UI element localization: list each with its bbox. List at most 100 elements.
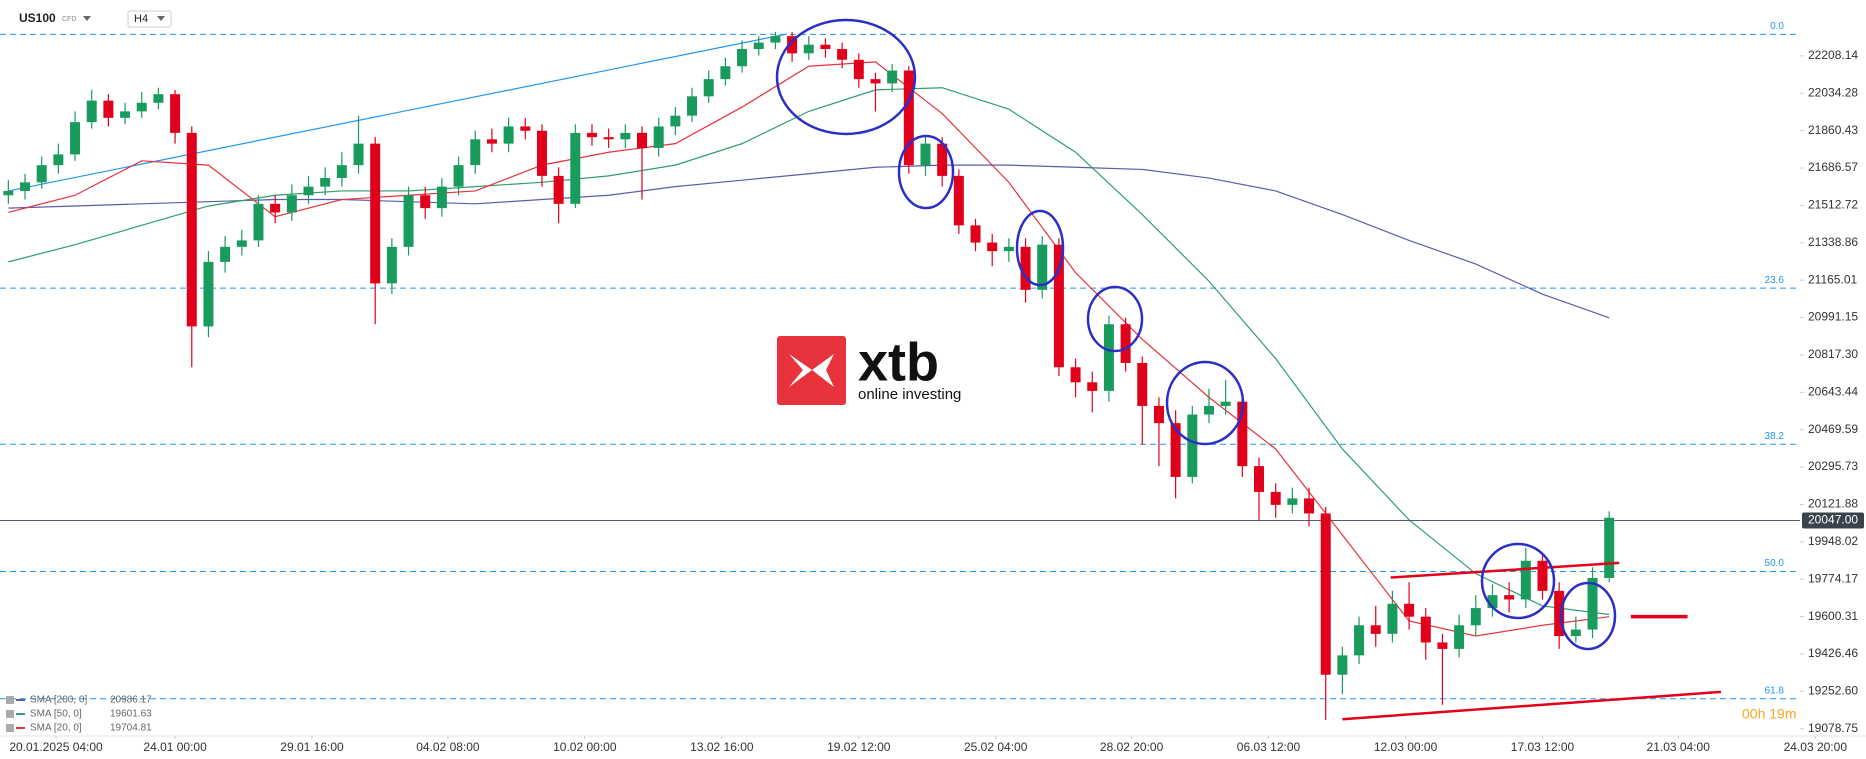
y-tick-label: 21686.57 — [1808, 160, 1858, 174]
candle-body — [1220, 401, 1231, 406]
y-tick-label: 21512.72 — [1808, 198, 1858, 212]
candle-body — [1270, 491, 1281, 505]
candle-body — [1087, 382, 1098, 391]
x-tick-label: 13.02 16:00 — [690, 740, 754, 754]
candle-body — [1254, 466, 1265, 492]
y-tick-label: 21860.43 — [1808, 123, 1858, 137]
legend-swatch — [16, 727, 25, 729]
legend-value: 19601.63 — [110, 709, 152, 720]
candle-body — [1387, 603, 1398, 634]
last-price-box — [1802, 512, 1864, 529]
candle-body — [1587, 577, 1598, 630]
candle-body — [703, 79, 714, 97]
candle-body — [1304, 498, 1315, 514]
candle-body — [670, 115, 681, 127]
candle-body — [720, 66, 731, 80]
fib-label: 50.0 — [1765, 558, 1785, 569]
candle-body — [1554, 590, 1565, 637]
x-tick-label: 06.03 12:00 — [1237, 740, 1301, 754]
y-tick-label: 21338.86 — [1808, 235, 1858, 249]
annotation-ellipse — [1015, 209, 1065, 287]
y-tick-label: 20469.59 — [1808, 422, 1858, 436]
logo-mark — [777, 336, 846, 405]
candle-body — [353, 143, 364, 166]
candle-body — [787, 36, 798, 54]
symbol[interactable]: US100 — [19, 11, 56, 25]
x-tick-label: 25.02 04:00 — [964, 740, 1028, 754]
candle-body — [903, 70, 914, 166]
candle-body — [1187, 414, 1198, 477]
candle-body — [203, 261, 214, 327]
y-tick-label: 19426.46 — [1808, 646, 1858, 660]
y-tick-label: 20991.15 — [1808, 310, 1858, 324]
candle-body — [1053, 244, 1064, 368]
dropdown-arrow[interactable] — [157, 16, 165, 21]
y-tick-label: 20643.44 — [1808, 384, 1858, 398]
y-tick-label: 19774.17 — [1808, 571, 1858, 585]
candle-body — [1137, 362, 1148, 406]
candle-body — [403, 195, 414, 247]
legend-value: 19704.81 — [110, 723, 152, 734]
x-tick-label: 10.02 00:00 — [553, 740, 617, 754]
candle-body — [253, 203, 264, 241]
candle-body — [20, 182, 31, 191]
annotation-ellipse — [1480, 542, 1556, 620]
candle-body — [170, 94, 181, 133]
price-axis — [1800, 0, 1866, 759]
logo-brand: xtb — [858, 332, 939, 392]
candle-body — [620, 132, 631, 140]
candle-body — [820, 44, 831, 50]
timeframe-box[interactable] — [127, 10, 172, 28]
candle-body — [286, 195, 297, 213]
x-tick-label: 17.03 12:00 — [1511, 740, 1575, 754]
x-tick-label: 20.01.2025 04:00 — [9, 740, 103, 754]
candle-body — [153, 94, 164, 103]
candle-body — [103, 100, 114, 118]
legend-icon — [6, 696, 14, 704]
candle-body — [1037, 244, 1048, 290]
candle-body — [53, 154, 64, 166]
candle-body — [1420, 616, 1431, 643]
logo: xtb online investing — [777, 332, 961, 405]
x-tick-label: 24.01 00:00 — [143, 740, 207, 754]
y-tick-label: 22034.28 — [1808, 85, 1858, 99]
annotation-ellipse — [897, 134, 955, 210]
annotation-ellipse — [1086, 285, 1144, 353]
candle-body — [1604, 517, 1615, 578]
candle-body — [1487, 595, 1498, 609]
candle-body — [86, 100, 97, 123]
x-tick-label: 28.02 20:00 — [1100, 740, 1164, 754]
candle-body — [470, 139, 481, 166]
candle-body — [336, 165, 347, 179]
candle-body — [586, 132, 597, 138]
candle-body — [753, 42, 764, 50]
y-tick-label: 20121.88 — [1808, 497, 1858, 511]
candle-body — [120, 111, 131, 118]
timeframe[interactable]: H4 — [134, 13, 148, 25]
candle-body — [1504, 595, 1515, 600]
last-price-label: 20047.00 — [1808, 513, 1858, 527]
candle-body — [1003, 246, 1014, 252]
candle-body — [536, 130, 547, 176]
legend-swatch — [16, 699, 25, 701]
dropdown-arrow[interactable] — [83, 16, 91, 21]
x-tick-label: 21.03 04:00 — [1647, 740, 1711, 754]
candle-body — [1153, 405, 1164, 424]
candle-body — [1354, 625, 1365, 656]
fib-label: 61.8 — [1765, 685, 1785, 696]
candle-body — [1437, 642, 1448, 649]
candle-body — [436, 186, 447, 209]
candle-body — [503, 126, 514, 144]
candle-body — [1203, 405, 1214, 415]
candle-body — [1404, 603, 1415, 617]
candle-body — [553, 175, 564, 204]
candle-body — [770, 36, 781, 43]
candle-body — [837, 49, 848, 60]
candle-body — [1103, 324, 1114, 391]
fib-label: 0.0 — [1770, 21, 1784, 32]
candle-body — [3, 190, 14, 196]
logo-tagline: online investing — [858, 386, 961, 403]
y-tick-label: 19948.02 — [1808, 534, 1858, 548]
